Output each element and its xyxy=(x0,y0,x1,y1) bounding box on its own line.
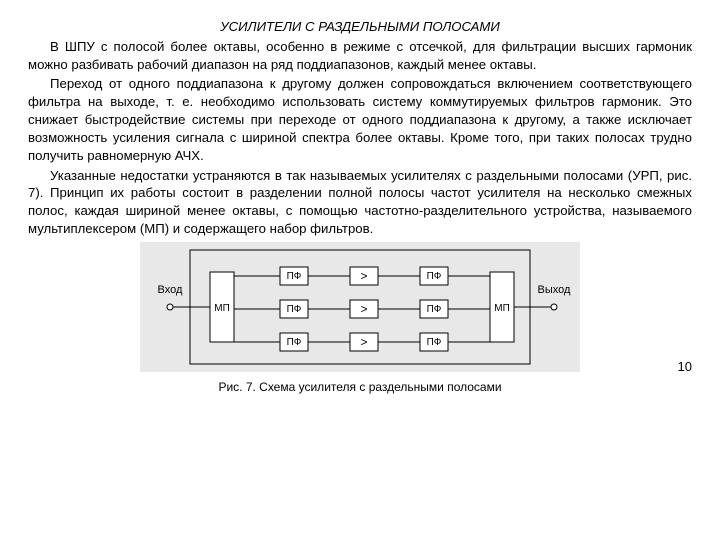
svg-text:Выход: Выход xyxy=(538,284,571,296)
svg-text:ПФ: ПФ xyxy=(287,337,302,348)
paragraph-1: В ШПУ с полосой более октавы, особенно в… xyxy=(28,38,692,74)
svg-text:МП: МП xyxy=(494,303,510,314)
svg-text:ПФ: ПФ xyxy=(427,271,442,282)
figure-caption: Рис. 7. Схема усилителя с раздельными по… xyxy=(28,379,692,395)
paragraph-2: Переход от одного поддиапазона к другому… xyxy=(28,75,692,164)
figure-block: МПМПВходВыходПФ>ПФПФ>ПФПФ>ПФ 10 Рис. 7. … xyxy=(28,242,692,396)
svg-text:ПФ: ПФ xyxy=(287,271,302,282)
svg-text:МП: МП xyxy=(214,303,230,314)
svg-text:>: > xyxy=(360,302,367,316)
svg-text:Вход: Вход xyxy=(158,284,183,296)
svg-text:ПФ: ПФ xyxy=(287,304,302,315)
paragraph-3: Указанные недостатки устраняются в так н… xyxy=(28,167,692,238)
svg-text:>: > xyxy=(360,269,367,283)
svg-text:ПФ: ПФ xyxy=(427,337,442,348)
svg-text:ПФ: ПФ xyxy=(427,304,442,315)
svg-text:>: > xyxy=(360,335,367,349)
diagram-urp: МП МП Вход Выход ПФ > ПФ ПФ > ПФ ПФ > ПФ xyxy=(140,242,580,372)
page-title: УСИЛИТЕЛИ С РАЗДЕЛЬНЫМИ ПОЛОСАМИ xyxy=(28,18,692,36)
